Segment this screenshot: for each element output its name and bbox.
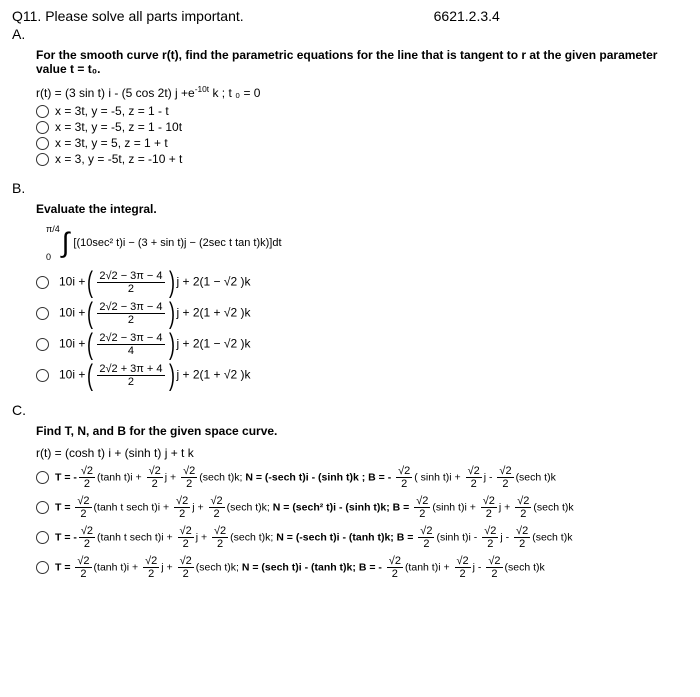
- radio-icon: [36, 105, 49, 118]
- part-c-equation: r(t) = (cosh t) i + (sinh t) j + t k: [36, 446, 688, 460]
- part-c-option-3[interactable]: T = -√22(tanh t sech t)i + √22j + √22(se…: [36, 525, 688, 550]
- part-b-option-2[interactable]: 10i +(2√2 − 3π − 42)j + 2(1 + √2 )k: [36, 301, 688, 326]
- part-a-option-4[interactable]: x = 3, y = -5t, z = -10 + t: [36, 152, 688, 166]
- integral-expression: π/4 0 ∫ [(10sec² t)i − (3 + sin t)j − (2…: [46, 224, 688, 262]
- option-text: 10i +(2√2 + 3π + 42)j + 2(1 + √2 )k: [59, 363, 250, 388]
- radio-icon: [36, 137, 49, 150]
- part-c-option-1[interactable]: T = -√22(tanh t)i + √22j + √22(sech t)k;…: [36, 465, 688, 490]
- option-text: x = 3t, y = -5, z = 1 - 10t: [55, 120, 182, 134]
- radio-icon: [36, 501, 49, 514]
- part-b-option-4[interactable]: 10i +(2√2 + 3π + 42)j + 2(1 + √2 )k: [36, 363, 688, 388]
- part-b-label: B.: [12, 180, 688, 196]
- part-b-prompt: Evaluate the integral.: [36, 202, 688, 216]
- radio-icon: [36, 369, 49, 382]
- option-text: x = 3t, y = 5, z = 1 + t: [55, 136, 168, 150]
- integral-icon: ∫: [62, 227, 70, 259]
- part-a-label: A.: [12, 26, 688, 42]
- option-text: 10i +(2√2 − 3π − 44)j + 2(1 − √2 )k: [59, 332, 250, 357]
- part-c-option-4[interactable]: T = √22(tanh t)i + √22j + √22(sech t)k; …: [36, 555, 688, 580]
- radio-icon: [36, 153, 49, 166]
- radio-icon: [36, 471, 49, 484]
- part-b-option-1[interactable]: 10i +(2√2 − 3π − 42)j + 2(1 − √2 )k: [36, 270, 688, 295]
- option-text: T = √22(tanh t)i + √22j + √22(sech t)k; …: [55, 555, 545, 580]
- option-text: 10i +(2√2 − 3π − 42)j + 2(1 + √2 )k: [59, 301, 250, 326]
- part-c-option-2[interactable]: T = √22(tanh t sech t)i + √22j + √22(sec…: [36, 495, 688, 520]
- part-a-option-2[interactable]: x = 3t, y = -5, z = 1 - 10t: [36, 120, 688, 134]
- radio-icon: [36, 276, 49, 289]
- option-text: 10i +(2√2 − 3π − 42)j + 2(1 − √2 )k: [59, 270, 250, 295]
- radio-icon: [36, 307, 49, 320]
- part-a-option-3[interactable]: x = 3t, y = 5, z = 1 + t: [36, 136, 688, 150]
- radio-icon: [36, 561, 49, 574]
- part-a-option-1[interactable]: x = 3t, y = -5, z = 1 - t: [36, 104, 688, 118]
- option-text: x = 3t, y = -5, z = 1 - t: [55, 104, 169, 118]
- option-text: T = -√22(tanh t sech t)i + √22j + √22(se…: [55, 525, 572, 550]
- question-title: Q11. Please solve all parts important.: [12, 8, 244, 24]
- option-text: T = -√22(tanh t)i + √22j + √22(sech t)k;…: [55, 465, 556, 490]
- radio-icon: [36, 338, 49, 351]
- part-a-prompt: For the smooth curve r(t), find the para…: [36, 48, 688, 76]
- part-c-label: C.: [12, 402, 688, 418]
- option-text: x = 3, y = -5t, z = -10 + t: [55, 152, 182, 166]
- question-code: 6621.2.3.4: [434, 8, 500, 24]
- part-b-option-3[interactable]: 10i +(2√2 − 3π − 44)j + 2(1 − √2 )k: [36, 332, 688, 357]
- part-a-equation: r(t) = (3 sin t) i - (5 cos 2t) j +e-10t…: [36, 84, 688, 100]
- radio-icon: [36, 531, 49, 544]
- radio-icon: [36, 121, 49, 134]
- part-c-prompt: Find T, N, and B for the given space cur…: [36, 424, 688, 438]
- option-text: T = √22(tanh t sech t)i + √22j + √22(sec…: [55, 495, 574, 520]
